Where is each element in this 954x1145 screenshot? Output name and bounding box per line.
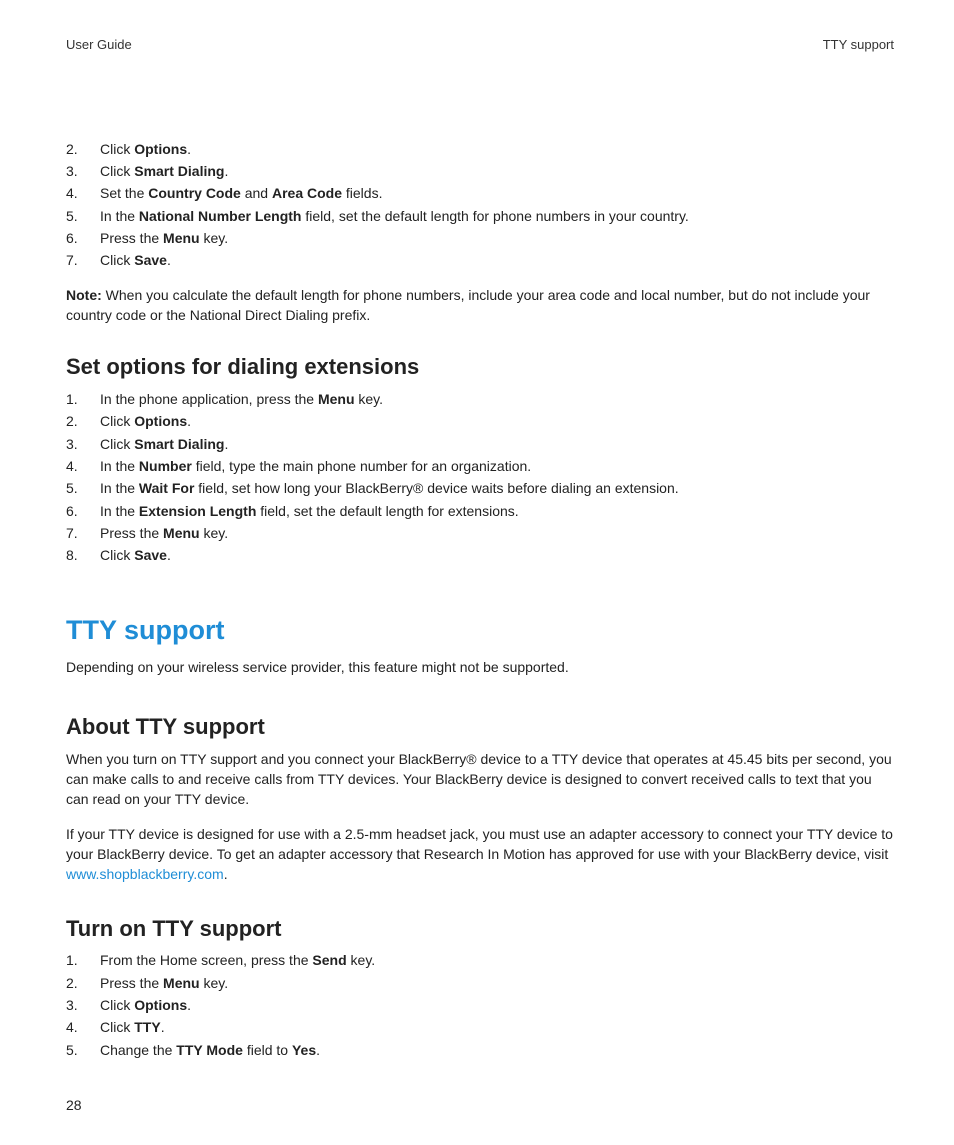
list-item: 3. Click Options.: [66, 995, 894, 1015]
list-item: 8. Click Save.: [66, 545, 894, 565]
smart-dialing-steps-continued: 2. Click Options. 3. Click Smart Dialing. 4.…: [66, 139, 894, 271]
list-item: 5. In the National Number Length field, s…: [66, 206, 894, 226]
shopblackberry-link[interactable]: www.shopblackberry.com: [66, 866, 224, 882]
list-item: 1. From the Home screen, press the Send k…: [66, 950, 894, 970]
chapter-intro: Depending on your wireless service provi…: [66, 657, 894, 677]
list-text: Set the Country Code and Area Code field…: [100, 185, 382, 201]
list-number: 4.: [66, 183, 86, 203]
list-number: 3.: [66, 995, 86, 1015]
turn-on-tty-steps: 1. From the Home screen, press the Send k…: [66, 950, 894, 1059]
list-item: 2. Click Options.: [66, 411, 894, 431]
list-item: 2. Click Options.: [66, 139, 894, 159]
list-item: 7. Press the Menu key.: [66, 523, 894, 543]
list-number: 3.: [66, 161, 86, 181]
list-item: 3. Click Smart Dialing.: [66, 161, 894, 181]
page-number: 28: [66, 1095, 82, 1115]
list-number: 3.: [66, 434, 86, 454]
list-item: 7. Click Save.: [66, 250, 894, 270]
note-paragraph: Note: When you calculate the default len…: [66, 285, 894, 326]
header-right: TTY support: [823, 36, 894, 55]
list-text: From the Home screen, press the Send key…: [100, 952, 375, 968]
list-number: 2.: [66, 973, 86, 993]
about-tty-para1: When you turn on TTY support and you con…: [66, 749, 894, 810]
list-text: Click Smart Dialing.: [100, 436, 228, 452]
about-tty-para2-post: .: [224, 866, 228, 882]
list-number: 7.: [66, 523, 86, 543]
list-item: 3. Click Smart Dialing.: [66, 434, 894, 454]
section-heading-turn-on-tty: Turn on TTY support: [66, 913, 894, 945]
section-heading-extensions: Set options for dialing extensions: [66, 351, 894, 383]
note-label: Note:: [66, 287, 102, 303]
list-text: Press the Menu key.: [100, 230, 228, 246]
header-left: User Guide: [66, 36, 132, 55]
list-number: 5.: [66, 1040, 86, 1060]
list-text: Click Save.: [100, 547, 171, 563]
list-text: Press the Menu key.: [100, 975, 228, 991]
about-tty-para2: If your TTY device is designed for use w…: [66, 824, 894, 885]
list-item: 2. Press the Menu key.: [66, 973, 894, 993]
list-number: 6.: [66, 228, 86, 248]
list-number: 7.: [66, 250, 86, 270]
list-text: Press the Menu key.: [100, 525, 228, 541]
list-text: Click Options.: [100, 997, 191, 1013]
list-text: Change the TTY Mode field to Yes.: [100, 1042, 320, 1058]
list-item: 5. Change the TTY Mode field to Yes.: [66, 1040, 894, 1060]
list-item: 4. Set the Country Code and Area Code fie…: [66, 183, 894, 203]
document-page: User Guide TTY support 2.Click Options.3…: [0, 0, 954, 1145]
list-item: 6. Press the Menu key.: [66, 228, 894, 248]
list-text: In the Wait For field, set how long your…: [100, 480, 679, 496]
about-tty-para2-pre: If your TTY device is designed for use w…: [66, 826, 893, 862]
list-number: 4.: [66, 456, 86, 476]
list-number: 5.: [66, 478, 86, 498]
section-heading-about-tty: About TTY support: [66, 711, 894, 743]
list-text: Click Save.: [100, 252, 171, 268]
list-number: 1.: [66, 950, 86, 970]
list-text: In the Number field, type the main phone…: [100, 458, 531, 474]
note-text: When you calculate the default length fo…: [66, 287, 870, 323]
list-item: 1. In the phone application, press the Me…: [66, 389, 894, 409]
list-item: 6. In the Extension Length field, set the…: [66, 501, 894, 521]
list-text: In the National Number Length field, set…: [100, 208, 689, 224]
list-number: 4.: [66, 1017, 86, 1037]
list-text: In the Extension Length field, set the d…: [100, 503, 519, 519]
page-header: User Guide TTY support: [66, 36, 894, 55]
list-number: 6.: [66, 501, 86, 521]
list-number: 1.: [66, 389, 86, 409]
list-item: 4. In the Number field, type the main pho…: [66, 456, 894, 476]
list-text: In the phone application, press the Menu…: [100, 391, 383, 407]
extensions-steps: 1. In the phone application, press the Me…: [66, 389, 894, 565]
list-item: 4. Click TTY.: [66, 1017, 894, 1037]
list-text: Click Smart Dialing.: [100, 163, 228, 179]
list-number: 5.: [66, 206, 86, 226]
list-number: 2.: [66, 411, 86, 431]
chapter-heading-tty: TTY support: [66, 611, 894, 650]
list-number: 2.: [66, 139, 86, 159]
list-number: 8.: [66, 545, 86, 565]
list-text: Click Options.: [100, 141, 191, 157]
list-text: Click TTY.: [100, 1019, 165, 1035]
list-item: 5. In the Wait For field, set how long yo…: [66, 478, 894, 498]
list-text: Click Options.: [100, 413, 191, 429]
